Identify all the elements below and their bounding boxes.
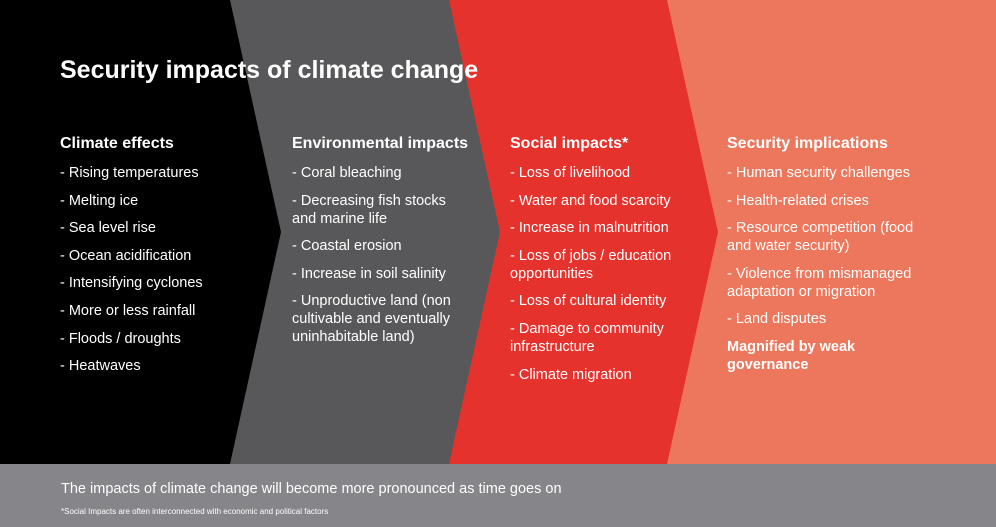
- column-heading: Social impacts*: [510, 135, 629, 152]
- list-item: - Loss of cultural identity: [510, 293, 667, 310]
- column-climate-effects: Climate effects - Rising temperatures - …: [60, 133, 230, 385]
- list-item: - Land disputes: [727, 311, 827, 328]
- list-item: - Water and food scarcity: [510, 192, 671, 209]
- column-list: - Rising temperatures - Melting ice - Se…: [60, 164, 230, 375]
- list-item: - Increase in soil salinity: [292, 265, 446, 282]
- list-item: - Loss of livelihood: [510, 165, 631, 181]
- list-item: - Health-related crises: [727, 192, 869, 209]
- column-list: - Coral bleaching - Decreasing fish stoc…: [292, 164, 472, 346]
- list-item: - Violence from mismanaged adaptation or…: [727, 265, 912, 300]
- list-item: - Coastal erosion: [292, 238, 402, 255]
- column-list: - Loss of livelihood - Water and food sc…: [510, 164, 690, 384]
- footer-statement: The impacts of climate change will becom…: [61, 481, 562, 497]
- list-item: - Coral bleaching: [292, 165, 402, 181]
- list-item: - Rising temperatures: [60, 165, 199, 181]
- column-list: - Human security challenges - Health-rel…: [727, 164, 932, 328]
- list-item: - Unproductive land (non cultivable and …: [292, 293, 451, 346]
- column-security-implications: Security implications - Human security c…: [727, 133, 932, 374]
- column-heading: Security implications: [727, 135, 888, 152]
- column-environmental-impacts: Environmental impacts - Coral bleaching …: [292, 133, 472, 356]
- page-title: Security impacts of climate change: [60, 56, 479, 84]
- list-item: - Melting ice: [60, 192, 139, 209]
- list-item: - Heatwaves: [60, 358, 141, 375]
- list-item: - Sea level rise: [60, 220, 156, 237]
- list-item: - Resource competition (food and water s…: [727, 220, 914, 255]
- footer-footnote: *Social Impacts are often interconnected…: [61, 507, 329, 516]
- column-social-impacts: Social impacts* - Loss of livelihood - W…: [510, 133, 690, 393]
- list-item: - Human security challenges: [727, 165, 910, 181]
- column-heading: Climate effects: [60, 135, 174, 152]
- chevron-background: [230, 0, 996, 464]
- list-item: - Intensifying cyclones: [60, 275, 203, 292]
- list-item: - Damage to community infrastructure: [510, 320, 664, 355]
- list-item: - Floods / droughts: [60, 330, 181, 347]
- list-item: - Increase in malnutrition: [510, 220, 669, 237]
- list-item: - Loss of jobs / education opportunities: [510, 247, 672, 282]
- emphasis-note: Magnified by weak governance: [727, 338, 856, 373]
- list-item: - More or less rainfall: [60, 302, 196, 319]
- list-item: - Decreasing fish stocks and marine life: [292, 192, 446, 227]
- list-item: - Ocean acidification: [60, 247, 192, 264]
- footer-bar: The impacts of climate change will becom…: [0, 464, 996, 527]
- column-heading: Environmental impacts: [292, 135, 469, 152]
- col4-chevron: [667, 0, 996, 464]
- list-item: - Climate migration: [510, 366, 632, 383]
